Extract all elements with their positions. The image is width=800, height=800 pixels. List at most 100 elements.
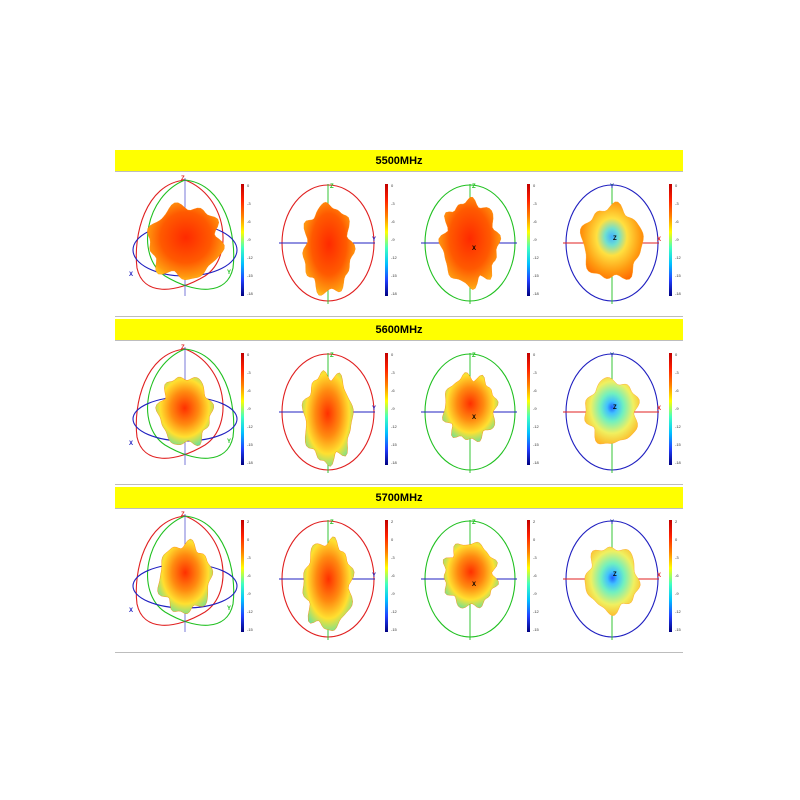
scale-tick-label: 2 xyxy=(247,519,250,524)
red-ring xyxy=(135,515,224,626)
axis-label: X xyxy=(472,246,476,252)
scale-tick-label: -3 xyxy=(675,555,679,560)
scale-tick-label: -9 xyxy=(533,591,537,596)
color-scale: 2 0 -3 -6 -9 -12 -15 xyxy=(527,520,539,632)
axis-label: Y xyxy=(372,406,376,412)
scale-tick-label: -6 xyxy=(675,388,679,393)
color-scale-bar xyxy=(385,520,388,632)
color-scale-bar xyxy=(669,353,672,465)
scale-tick-label: -9 xyxy=(675,237,679,242)
scale-tick-label: -6 xyxy=(391,219,395,224)
color-scale: 2 0 -3 -6 -9 -12 -15 xyxy=(669,520,681,632)
top-view-plot: Y Z X xyxy=(563,184,661,304)
scale-tick-label: -12 xyxy=(675,424,681,429)
scale-tick-label: 0 xyxy=(247,352,250,357)
color-scale-bar xyxy=(527,353,530,465)
scale-tick-label: -12 xyxy=(533,609,539,614)
axis-label: X xyxy=(129,608,133,614)
side-view-plot: ZX xyxy=(421,353,517,473)
axis-label: Y xyxy=(372,237,376,243)
color-scale: 0 -3 -6 -9 -12 -15 -18 xyxy=(385,353,397,465)
axis-label: Y xyxy=(610,184,614,190)
axis-label: Z xyxy=(181,512,185,518)
scale-tick-label: -15 xyxy=(391,273,397,278)
side-view-panel: Z X 2 0 -3 -6 -9 -12 -15 xyxy=(399,512,541,652)
red-ring xyxy=(135,348,224,459)
radiation-pattern xyxy=(302,536,355,632)
radiation-pattern xyxy=(157,538,214,614)
scale-tick-label: 2 xyxy=(391,519,394,524)
axis-label: Z xyxy=(330,353,334,359)
scale-tick-label: -15 xyxy=(533,627,539,632)
color-scale-bar xyxy=(241,520,244,632)
scale-tick-label: -6 xyxy=(533,388,537,393)
scale-tick-label: -15 xyxy=(675,627,681,632)
scale-tick-label: -18 xyxy=(533,460,539,465)
scale-tick-label: -12 xyxy=(247,424,253,429)
scale-tick-label: -3 xyxy=(675,370,679,375)
radiation-pattern xyxy=(302,201,356,296)
side-view-panel: Z X 0 -3 -6 -9 -12 -15 -18 xyxy=(399,345,541,485)
scale-tick-label: -18 xyxy=(247,291,253,296)
scale-tick-label: -15 xyxy=(247,627,253,632)
scale-tick-label: -15 xyxy=(391,627,397,632)
divider xyxy=(115,652,683,653)
pattern-row: Z X Y 0 -3 -6 -9 -12 -15 -18 Z Y 0 -3 -6 -9 -12 -15 -18 Z X 0… xyxy=(115,345,683,485)
front-view-plot: ZY xyxy=(279,353,376,473)
scale-tick-label: -15 xyxy=(675,442,681,447)
scale-tick-label: -12 xyxy=(533,255,539,260)
color-scale-bar xyxy=(385,353,388,465)
scale-tick-label: -6 xyxy=(247,573,251,578)
axis-label: Y xyxy=(610,353,614,359)
scale-tick-label: -15 xyxy=(533,273,539,278)
color-scale: 0 -3 -6 -9 -12 -15 -18 xyxy=(669,353,681,465)
top-view-plot: Y Z X xyxy=(563,353,661,473)
axis-label: Z xyxy=(330,184,334,190)
top-view-panel: Y Z X 2 0 -3 -6 -9 -12 -15 xyxy=(541,512,683,652)
iso-view-panel: Z X Y 0 -3 -6 -9 -12 -15 -18 xyxy=(115,345,257,485)
axis-label: Z xyxy=(181,345,185,351)
scale-tick-label: -15 xyxy=(675,273,681,278)
divider xyxy=(115,340,683,341)
scale-tick-label: -3 xyxy=(247,370,251,375)
axis-label: Y xyxy=(227,606,231,612)
scale-tick-label: 0 xyxy=(247,183,250,188)
axis-label: Z xyxy=(330,520,334,526)
front-view-panel: Z Y 2 0 -3 -6 -9 -12 -15 xyxy=(257,512,399,652)
side-view-plot: ZX xyxy=(421,520,517,640)
scale-tick-label: -12 xyxy=(533,424,539,429)
frequency-header: 5700MHz xyxy=(115,487,683,509)
color-scale-bar xyxy=(241,184,244,296)
axis-label: Y xyxy=(610,520,614,526)
scale-tick-label: 0 xyxy=(675,352,678,357)
scale-tick-label: 0 xyxy=(533,183,536,188)
scale-tick-label: -18 xyxy=(247,460,253,465)
top-view-panel: Y Z X 0 -3 -6 -9 -12 -15 -18 xyxy=(541,176,683,316)
scale-tick-label: -15 xyxy=(247,273,253,278)
scale-tick-label: -18 xyxy=(533,291,539,296)
radiation-pattern xyxy=(147,202,225,281)
front-view-panel: Z Y 0 -3 -6 -9 -12 -15 -18 xyxy=(257,176,399,316)
side-view-plot: ZX xyxy=(421,184,517,304)
radiation-pattern xyxy=(438,196,502,290)
scale-tick-label: 0 xyxy=(675,537,678,542)
scale-tick-label: -3 xyxy=(391,370,395,375)
scale-tick-label: 0 xyxy=(533,537,536,542)
scale-tick-label: -3 xyxy=(391,555,395,560)
green-ring xyxy=(147,515,235,626)
scale-tick-label: -18 xyxy=(391,460,397,465)
green-ring xyxy=(147,348,235,459)
iso-view-plot: Z X Y xyxy=(129,345,238,465)
scale-tick-label: -9 xyxy=(391,591,395,596)
front-view-plot: ZY xyxy=(279,184,376,304)
axis-label: X xyxy=(129,272,133,278)
color-scale: 0 -3 -6 -9 -12 -15 -18 xyxy=(241,353,253,465)
scale-tick-label: -18 xyxy=(675,291,681,296)
divider xyxy=(115,484,683,485)
scale-tick-label: -3 xyxy=(247,555,251,560)
scale-tick-label: -15 xyxy=(391,442,397,447)
color-scale: 2 0 -3 -6 -9 -12 -15 xyxy=(385,520,397,632)
axis-label: Z xyxy=(613,572,617,578)
scale-tick-label: -15 xyxy=(533,442,539,447)
scale-tick-label: -3 xyxy=(247,201,251,206)
